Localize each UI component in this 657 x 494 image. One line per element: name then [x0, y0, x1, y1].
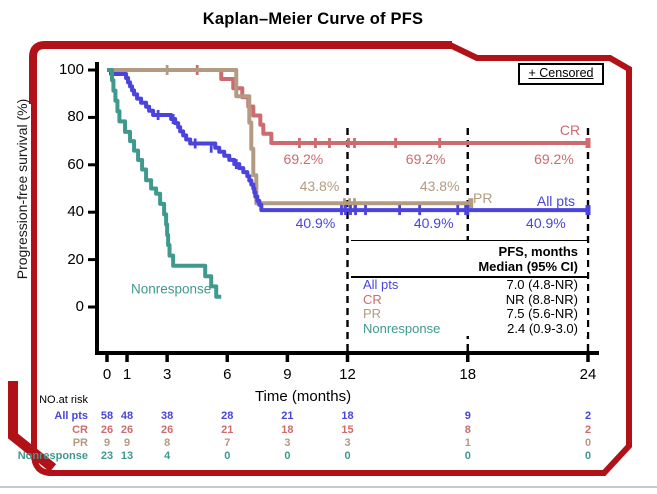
median-row-value: 2.4 (0.9-3.0) — [507, 320, 578, 336]
risk-count: 26 — [100, 423, 114, 436]
x-axis-label: Time (months) — [254, 388, 352, 405]
y-tick-label: 60 — [67, 155, 84, 173]
x-tick-label: 1 — [122, 366, 132, 383]
x-tick-label: 9 — [283, 366, 292, 383]
y-tick-label: 40 — [67, 203, 84, 221]
annotation-692: 69.2% — [405, 150, 446, 167]
y-tick-label: 20 — [67, 250, 84, 268]
annotation-409: 40.9% — [413, 214, 454, 231]
risk-table-title: NO.at risk — [39, 394, 88, 406]
median-row-value: 7.0 (4.8-NR) — [506, 277, 578, 292]
risk-count: 2 — [584, 410, 592, 422]
annotation-allpts: All pts — [536, 193, 575, 210]
x-tick-label: 6 — [223, 366, 232, 383]
risk-count: 18 — [341, 410, 354, 422]
km-curve-all_pts — [107, 68, 588, 213]
median-table-header-line1: PFS, months — [498, 244, 578, 259]
risk-count: 9 — [103, 437, 111, 449]
x-tick-label: 18 — [459, 366, 477, 383]
median-table-row: Nonresponse 2.4 (0.9-3.0) — [351, 320, 587, 337]
risk-count: 0 — [584, 437, 592, 449]
risk-count: 23 — [100, 450, 114, 462]
risk-count: 3 — [284, 437, 291, 449]
x-tick-label: 3 — [162, 366, 172, 383]
risk-count: 0 — [224, 450, 231, 462]
frame-border — [8, 381, 57, 472]
annotation-438: 43.8% — [419, 178, 460, 195]
risk-count: 8 — [164, 437, 171, 449]
risk-count: 15 — [341, 423, 354, 436]
median-row-value: NR (8.8-NR) — [505, 291, 578, 307]
x-tick-label: 12 — [339, 366, 356, 383]
y-axis-label: Progression-free survival (%) — [14, 98, 30, 280]
risk-count: 48 — [120, 410, 134, 422]
risk-row-label: All pts — [54, 410, 88, 422]
risk-count: 7 — [224, 437, 231, 449]
annotation-cr: CR — [559, 122, 581, 139]
risk-count: 26 — [120, 423, 134, 436]
risk-count: 58 — [100, 410, 114, 422]
y-tick-label: 0 — [75, 298, 84, 315]
annotation-692: 69.2% — [534, 150, 574, 167]
figure-title: Kaplan–Meier Curve of PFS — [202, 10, 424, 28]
risk-count: 3 — [344, 437, 351, 449]
median-row-value: 7.5 (5.6-NR) — [506, 306, 578, 322]
risk-count: 1 — [464, 437, 471, 449]
median-table-header: PFS, months Median (95% CI) — [351, 241, 587, 278]
annotation-409: 40.9% — [295, 214, 336, 231]
annotation-409: 40.9% — [526, 214, 566, 231]
median-row-label: PR — [363, 306, 382, 322]
y-tick-label: 100 — [58, 61, 84, 78]
risk-row-label: PR — [72, 437, 88, 449]
km-curve-pr — [107, 68, 471, 206]
risk-count: 8 — [464, 423, 471, 436]
median-table-row: PR 7.5 (5.6-NR) — [351, 306, 587, 322]
x-tick-label: 24 — [579, 366, 597, 383]
risk-count: 18 — [281, 423, 294, 436]
annotation-692: 69.2% — [283, 150, 324, 167]
risk-count: 21 — [221, 423, 234, 436]
risk-count: 0 — [284, 450, 291, 462]
median-table-row: CR NR (8.8-NR) — [351, 291, 587, 308]
median-table-header-line2: Median (95% CI) — [478, 259, 578, 274]
frame-border — [29, 41, 452, 104]
median-row-label: All pts — [363, 277, 399, 292]
risk-row-label: Nonresponse — [17, 450, 88, 462]
risk-count: 38 — [161, 410, 174, 422]
risk-count: 13 — [120, 450, 134, 462]
median-row-label: Nonresponse — [363, 320, 441, 336]
median-table: PFS, months Median (95% CI) All pts 7.0 … — [351, 240, 587, 337]
risk-count: 0 — [344, 450, 351, 462]
median-table-row: All pts 7.0 (4.8-NR) — [351, 277, 587, 293]
risk-count: 26 — [161, 423, 174, 436]
x-tick-label: 0 — [102, 366, 112, 383]
risk-count: 28 — [221, 410, 234, 422]
risk-count: 0 — [464, 450, 471, 462]
risk-count: 21 — [281, 410, 294, 422]
risk-count: 9 — [123, 437, 131, 449]
risk-count: 2 — [584, 423, 592, 436]
risk-count: 4 — [164, 450, 171, 462]
median-row-label: CR — [363, 291, 382, 307]
window-bottom-edge — [0, 486, 657, 488]
risk-row-label: CR — [72, 423, 88, 436]
risk-count: 9 — [464, 410, 471, 422]
risk-count: 0 — [584, 450, 592, 462]
censored-legend: + Censored — [518, 63, 604, 85]
censored-legend-label: + Censored — [528, 66, 594, 80]
annotation-nonresponse: Nonresponse — [130, 281, 212, 297]
annotation-pr: PR — [473, 189, 493, 206]
y-tick-label: 80 — [67, 108, 84, 126]
annotation-438: 43.8% — [299, 178, 340, 195]
km-curve-nonresponse — [107, 68, 222, 299]
